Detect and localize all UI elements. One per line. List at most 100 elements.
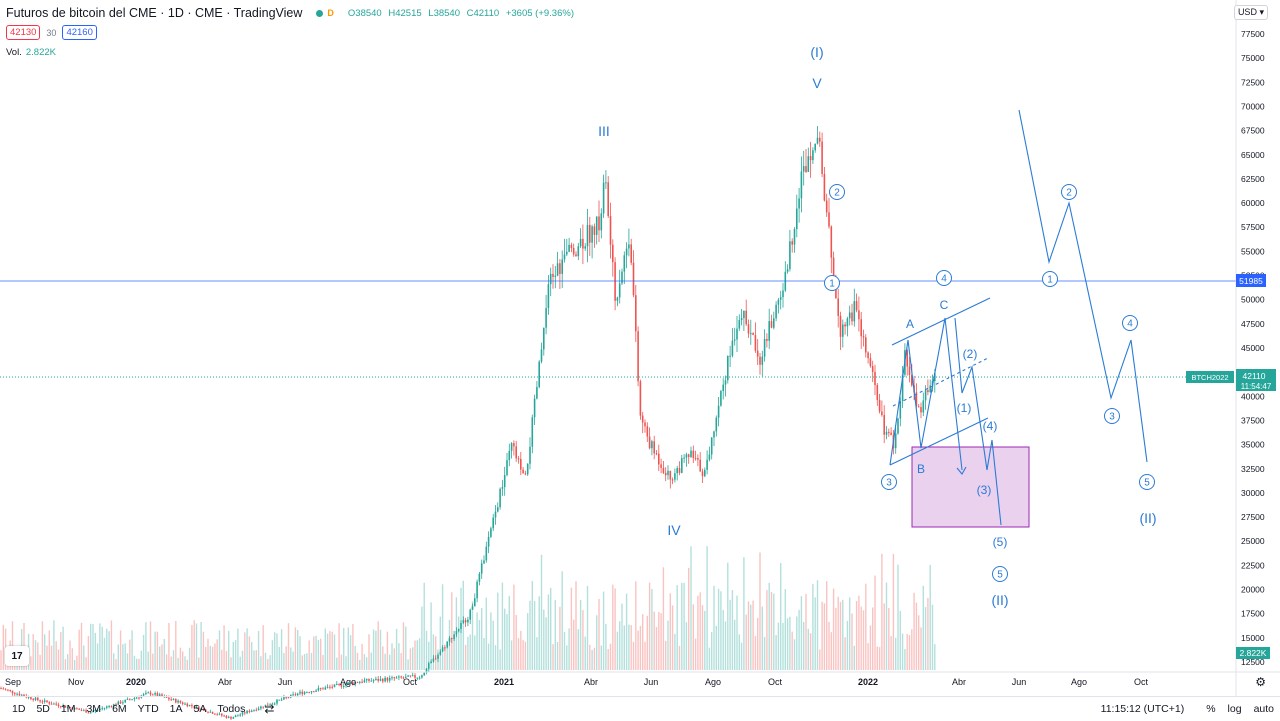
candle [883, 405, 885, 444]
candle [632, 250, 635, 298]
candle [869, 353, 872, 368]
timeframe-button-3m[interactable]: 3M [86, 703, 102, 715]
candle [186, 702, 189, 708]
volume-bar [464, 644, 467, 670]
volume-bar [186, 659, 188, 670]
volume-bar [60, 632, 62, 670]
target-zone-box[interactable] [911, 446, 1030, 528]
timeframe-button-ytd[interactable]: YTD [137, 703, 159, 715]
volume-bar [570, 587, 573, 670]
volume-bar [566, 645, 568, 670]
volume-bar [39, 654, 41, 670]
candle [241, 710, 244, 717]
candle [508, 443, 511, 467]
volume-bar [821, 601, 823, 670]
volume-bar [207, 638, 209, 670]
candle [566, 238, 568, 257]
percent-toggle[interactable]: % [1206, 703, 1216, 715]
volume-bar [345, 656, 347, 670]
price-tick-label: 55000 [1241, 246, 1265, 256]
candle [379, 676, 382, 682]
channel-lines[interactable] [889, 297, 991, 466]
last-price-badge: BTCH2022 42110 11:54:47 [1186, 369, 1276, 391]
candle [230, 716, 232, 720]
clock[interactable]: 11:15:12 (UTC+1) [1100, 703, 1185, 715]
timeframe-button-todos[interactable]: Todos [217, 703, 246, 715]
gear-icon[interactable]: ⚙ [1255, 675, 1266, 689]
candle [715, 415, 718, 437]
candle [342, 683, 345, 689]
price-tick-label: 22500 [1241, 560, 1265, 570]
candle [685, 452, 688, 467]
timeframe-button-5a[interactable]: 5A [193, 703, 207, 715]
candle [736, 316, 738, 352]
volume-bar [533, 601, 536, 670]
candle [16, 692, 18, 696]
candle [184, 702, 186, 706]
price-tick-label: 45000 [1241, 343, 1265, 353]
circled-wave-label: 3 [1104, 408, 1120, 424]
svg-text:1: 1 [829, 279, 835, 290]
candle [766, 333, 768, 348]
candle [135, 696, 138, 700]
circled-wave-label: 4 [1122, 315, 1138, 331]
volume-bar [632, 641, 635, 670]
candle [513, 440, 515, 456]
time-axis[interactable]: Sep Nov 2020 Abr Jun Ago Oct 2021 Abr Jun Ago Oct 20… [0, 671, 1280, 687]
volume-bar [540, 554, 543, 670]
volume-bar [876, 646, 878, 670]
volume-bar [329, 631, 331, 670]
buy-button[interactable]: 42160 [62, 25, 97, 40]
candle [876, 383, 879, 406]
compare-icon[interactable]: ⇄ [264, 702, 275, 716]
candle [407, 674, 409, 678]
currency-select[interactable]: USD ▾ [1233, 5, 1268, 20]
candle [4, 688, 7, 691]
candle [860, 312, 862, 349]
candle [724, 375, 727, 397]
volume-bar [510, 640, 513, 670]
volume-bar [331, 631, 333, 670]
timeframe-button-5d[interactable]: 5D [36, 703, 50, 715]
volume-bar [377, 621, 379, 670]
volume-bar [708, 647, 711, 670]
volume-bar [161, 644, 163, 670]
sell-button[interactable]: 42130 [6, 25, 41, 40]
wave-projection-lines[interactable] [889, 109, 1148, 526]
timeframe-button-1m[interactable]: 1M [60, 703, 76, 715]
tradingview-logo-icon[interactable]: 17 [5, 646, 29, 666]
volume-bar [731, 590, 734, 670]
timeframe-button-1a[interactable]: 1A [169, 703, 183, 715]
volume-bar [175, 620, 177, 670]
price-axis[interactable]: 77500 75000 72500 70000 67500 65000 62500 60000… [1235, 0, 1265, 696]
volume-bar [73, 659, 76, 670]
candle [50, 701, 53, 705]
volume-bar [869, 625, 872, 670]
volume-bar [508, 595, 510, 670]
volume-bar [582, 610, 584, 670]
volume-bar [883, 603, 885, 670]
volume-bar [846, 620, 849, 670]
candle [416, 677, 419, 681]
candle [485, 541, 488, 563]
time-tick-label: Ago [1071, 677, 1087, 687]
volume-bar [554, 599, 556, 670]
candle [651, 439, 653, 456]
candle [377, 675, 379, 683]
price-tick-label: 17500 [1241, 609, 1265, 619]
timeframe-button-6m[interactable]: 6M [112, 703, 127, 715]
volume-bar [531, 581, 533, 670]
volume-bar [874, 575, 876, 670]
symbol-title[interactable]: Futuros de bitcoin del CME · 1D · CME · … [6, 6, 303, 20]
auto-toggle[interactable]: auto [1253, 703, 1274, 715]
candle [395, 675, 398, 679]
candle [929, 379, 931, 393]
candle [775, 301, 777, 322]
time-tick-label: Oct [403, 677, 418, 687]
candle [73, 707, 76, 710]
volume-bar [780, 563, 782, 670]
log-toggle[interactable]: log [1227, 703, 1242, 715]
candle [430, 659, 432, 664]
timeframe-button-1d[interactable]: 1D [12, 703, 26, 715]
